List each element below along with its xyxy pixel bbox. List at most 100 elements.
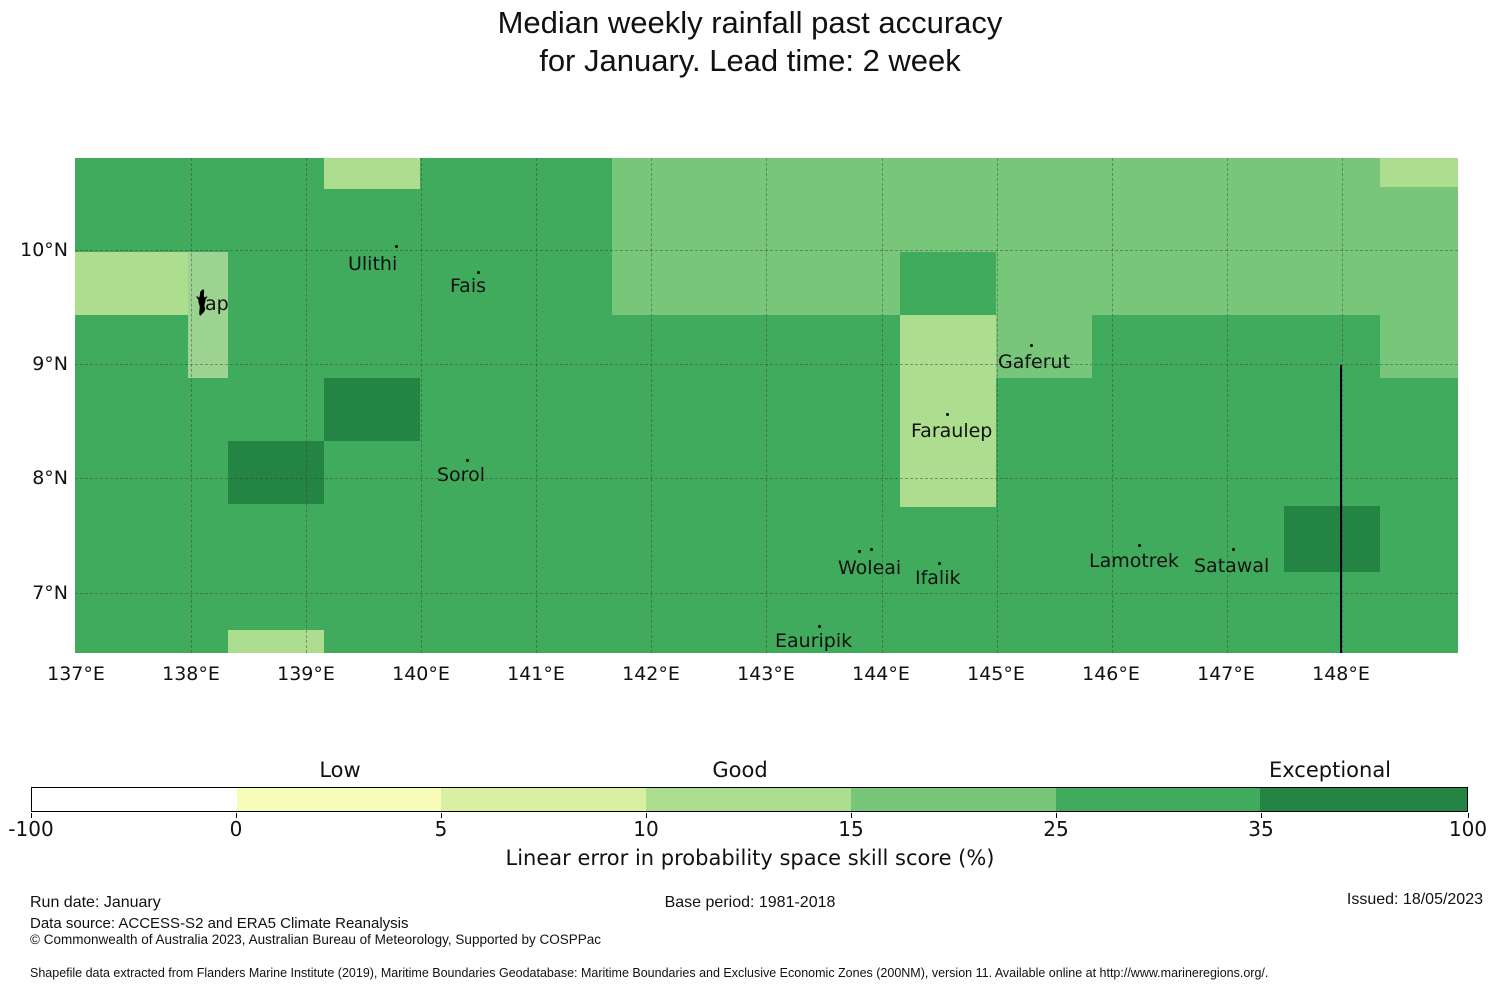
map-cell	[75, 252, 188, 315]
colorbar-tick-label: 0	[229, 817, 243, 841]
island-marker-dot	[938, 562, 941, 565]
map-cell	[996, 315, 1092, 378]
y-tick-label: 9°N	[32, 353, 68, 375]
island-label: Satawal	[1194, 555, 1270, 577]
colorbar-segment	[441, 788, 647, 811]
colorbar-category-label: Good	[712, 758, 768, 782]
map-cell	[188, 252, 228, 378]
x-tick-label: 147°E	[1197, 663, 1255, 685]
x-tick-label: 144°E	[852, 663, 910, 685]
colorbar-tick	[1468, 813, 1469, 818]
colorbar-segment	[1260, 788, 1468, 811]
colorbar-tick	[1261, 813, 1262, 818]
map-cell	[1284, 506, 1380, 572]
meridian-gridline	[766, 158, 767, 653]
colorbar-segment	[236, 788, 442, 811]
colorbar-tick	[236, 813, 237, 818]
meridian-gridline	[536, 158, 537, 653]
map-cell	[1380, 158, 1458, 187]
island-marker-dot	[466, 459, 469, 462]
colorbar-segment	[646, 788, 851, 811]
colorbar-tick-label: -100	[8, 817, 54, 841]
chart-title: Median weekly rainfall past accuracy for…	[0, 4, 1500, 80]
island-marker-dot	[477, 271, 480, 274]
shapefile-attribution-text: Shapefile data extracted from Flanders M…	[30, 966, 1269, 980]
colorbar-segment	[32, 788, 237, 811]
island-label: Lamotrek	[1089, 550, 1179, 572]
island-label: Faraulep	[911, 420, 993, 442]
meridian-gridline	[1227, 158, 1228, 653]
island-label: Eauripik	[775, 630, 853, 652]
yap-island-shape	[192, 288, 216, 318]
map-cell	[900, 315, 996, 507]
colorbar-tick	[851, 813, 852, 818]
eez-boundary-line	[1340, 365, 1342, 653]
x-tick-label: 145°E	[967, 663, 1025, 685]
map-canvas: Yap Ulithi Fais Sorol Faraulep Gaferut Woleai I…	[75, 158, 1458, 653]
x-tick-label: 138°E	[162, 663, 220, 685]
island-label: Ulithi	[348, 253, 398, 275]
map-cell	[324, 378, 420, 441]
colorbar-tick-label: 25	[1043, 817, 1069, 841]
map-cell	[612, 252, 900, 315]
run-date-text: Run date: January	[30, 894, 161, 911]
colorbar-tick-label: 5	[434, 817, 448, 841]
meridian-gridline	[651, 158, 652, 653]
island-label: Woleai	[838, 557, 902, 579]
x-tick-label: 140°E	[392, 663, 450, 685]
map-cell	[228, 630, 324, 653]
parallel-gridline	[75, 478, 1458, 479]
colorbar-tick	[646, 813, 647, 818]
colorbar	[31, 787, 1468, 812]
colorbar-segment	[1055, 788, 1261, 811]
island-marker-dot	[1138, 544, 1141, 547]
meridian-gridline	[882, 158, 883, 653]
island-marker-dot	[395, 245, 398, 248]
island-marker-dot	[1030, 344, 1033, 347]
colorbar-tick	[1056, 813, 1057, 818]
colorbar-category-label: Exceptional	[1268, 758, 1392, 782]
meridian-gridline	[191, 158, 192, 653]
colorbar-tick-label: 100	[1448, 817, 1488, 841]
meridian-gridline	[997, 158, 998, 653]
map-cell	[324, 158, 420, 189]
colorbar-axis-label: Linear error in probability space skill …	[505, 846, 995, 870]
parallel-gridline	[75, 593, 1458, 594]
y-tick-label: 7°N	[32, 582, 68, 604]
island-label: Sorol	[437, 464, 485, 486]
island-label: Gaferut	[998, 351, 1071, 373]
island-marker-dot	[1232, 548, 1235, 551]
colorbar-tick-label: 35	[1248, 817, 1274, 841]
map-cell	[612, 158, 1380, 252]
map-cell	[228, 441, 324, 504]
map-cell	[1380, 187, 1458, 378]
y-tick-label: 8°N	[32, 467, 68, 489]
x-tick-label: 146°E	[1082, 663, 1140, 685]
chart-title-line1: Median weekly rainfall past accuracy	[497, 5, 1003, 40]
x-tick-label: 139°E	[277, 663, 335, 685]
island-label: Ifalik	[915, 567, 961, 589]
copyright-text: © Commonwealth of Australia 2023, Austra…	[30, 932, 602, 947]
meridian-gridline	[1342, 158, 1343, 653]
map-cell	[996, 252, 1380, 315]
meridian-gridline	[306, 158, 307, 653]
island-marker-dot	[946, 413, 949, 416]
colorbar-tick-label: 10	[633, 817, 659, 841]
chart-title-line2: for January. Lead time: 2 week	[539, 43, 961, 78]
meridian-gridline	[1112, 158, 1113, 653]
base-period-text: Base period: 1981-2018	[664, 894, 836, 911]
data-source-text: Data source: ACCESS-S2 and ERA5 Climate …	[30, 915, 409, 932]
x-tick-label: 143°E	[737, 663, 795, 685]
island-marker-dot	[818, 625, 821, 628]
meridian-gridline	[421, 158, 422, 653]
colorbar-category-label: Low	[319, 758, 361, 782]
colorbar-segment	[850, 788, 1056, 811]
colorbar-tick	[31, 813, 32, 818]
x-tick-label: 137°E	[47, 663, 105, 685]
issued-date-text: Issued: 18/05/2023	[1346, 891, 1483, 908]
colorbar-tick-label: 15	[838, 817, 864, 841]
island-marker-dot	[858, 550, 861, 553]
x-tick-label: 141°E	[507, 663, 565, 685]
x-tick-label: 142°E	[622, 663, 680, 685]
